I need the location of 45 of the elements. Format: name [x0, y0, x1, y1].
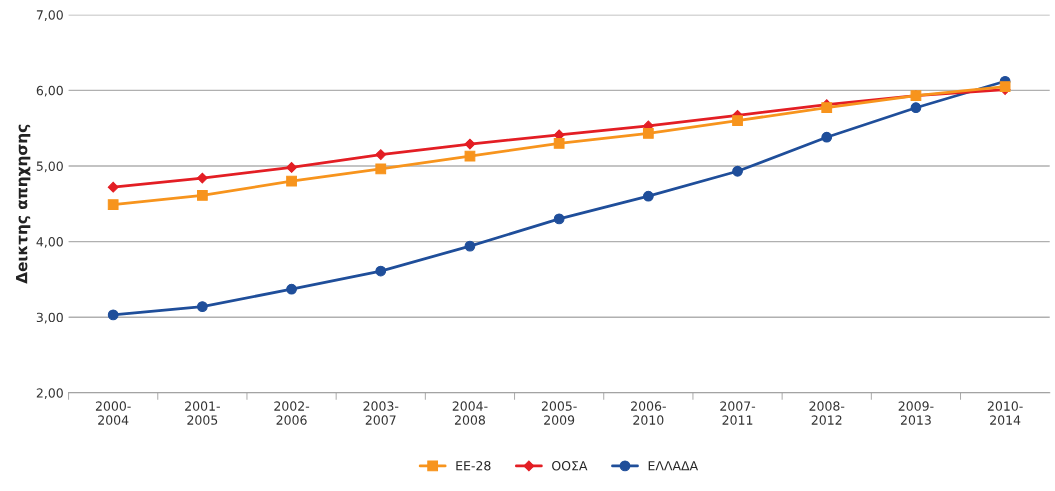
point — [107, 309, 119, 321]
point — [642, 128, 654, 139]
legend-label: ΕΕ-28 — [456, 460, 491, 471]
point — [464, 150, 476, 162]
y-tick-label: 3,00 — [36, 312, 63, 324]
x-tick-label: 2007- 2011 — [720, 401, 756, 425]
point — [375, 149, 387, 161]
x-tick-label: 2009- 2013 — [898, 401, 934, 425]
point — [196, 301, 208, 312]
legend-label: ΟΟΣΑ — [552, 460, 588, 471]
point — [196, 190, 208, 201]
x-tick-label: 2000- 2004 — [95, 401, 131, 425]
x-tick-label: 2008- 2012 — [809, 401, 845, 425]
legend-label: ΕΛΛΑΔΑ — [648, 461, 699, 471]
x-tick-label: 2010- 2014 — [987, 401, 1023, 425]
y-axis-title: Δeικτης απηχησης — [16, 124, 31, 284]
x-tick-label: 2001- 2005 — [185, 401, 220, 425]
point — [553, 213, 565, 225]
y-tick-label: 4,00 — [36, 237, 63, 248]
point — [553, 137, 565, 149]
point — [286, 283, 297, 295]
point — [642, 190, 654, 202]
point — [286, 175, 297, 187]
point — [821, 131, 833, 143]
y-tick-label: 2,00 — [36, 388, 63, 399]
y-tick-label: 7,00 — [36, 10, 63, 21]
x-tick-label: 2004- 2008 — [452, 401, 488, 425]
point — [196, 172, 208, 184]
point — [910, 102, 922, 114]
y-tick-label: 6,00 — [36, 85, 63, 97]
x-tick-label: 2005- 2009 — [541, 401, 577, 425]
point — [999, 81, 1011, 92]
point — [375, 163, 387, 175]
point — [107, 181, 119, 193]
x-tick-label: 2006- 2010 — [631, 401, 666, 425]
point — [464, 138, 476, 150]
y-tick-label: 5,00 — [36, 161, 63, 173]
point — [375, 265, 387, 277]
point — [464, 240, 476, 252]
point — [286, 162, 297, 173]
x-tick-label: 2003- 2007 — [363, 401, 399, 425]
point — [107, 199, 119, 210]
x-tick-label: 2002- 2006 — [274, 401, 310, 425]
point — [732, 165, 743, 177]
point — [732, 115, 743, 126]
